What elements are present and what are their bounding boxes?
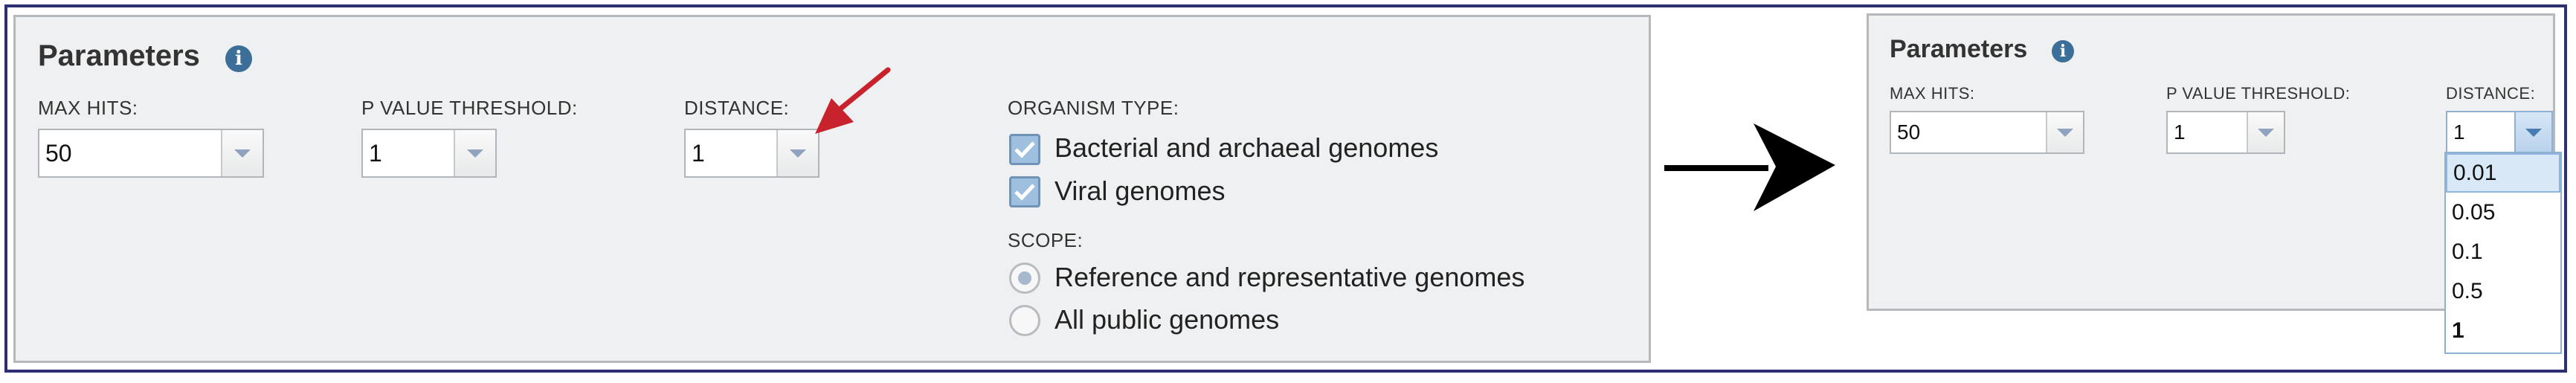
max-hits-value: 50 xyxy=(1897,120,1921,144)
max-hits-combo[interactable]: 50 xyxy=(1890,111,2084,154)
p-value-label: P VALUE THRESHOLD: xyxy=(361,97,578,119)
all-public-genomes-radio[interactable] xyxy=(1009,305,1040,336)
p-value-value: 1 xyxy=(369,139,382,167)
max-hits-value: 50 xyxy=(45,139,72,167)
distance-dropdown-trigger[interactable] xyxy=(776,130,818,176)
dropdown-option[interactable]: 1 xyxy=(2452,318,2464,343)
distance-dropdown-trigger[interactable] xyxy=(2514,112,2551,152)
checkmark-icon xyxy=(1014,184,1035,201)
max-hits-combo[interactable]: 50 xyxy=(38,129,264,178)
distance-value: 1 xyxy=(692,139,705,167)
chevron-down-icon xyxy=(790,149,806,158)
chevron-down-icon xyxy=(467,149,483,158)
distance-dropdown-list: 0.01 0.05 0.1 0.5 1 xyxy=(2444,152,2562,354)
distance-label: DISTANCE: xyxy=(684,97,790,119)
dropdown-option[interactable]: 0.05 xyxy=(2452,199,2496,225)
dropdown-option[interactable]: 0.5 xyxy=(2452,278,2483,303)
reference-genomes-radio[interactable] xyxy=(1009,263,1040,294)
panel-title: Parameters xyxy=(1890,35,2028,63)
p-value-label: P VALUE THRESHOLD: xyxy=(2166,84,2351,103)
organism-type-label: ORGANISM TYPE: xyxy=(1008,97,1179,119)
p-value-dropdown-trigger[interactable] xyxy=(454,130,495,176)
info-icon[interactable]: i xyxy=(225,45,252,72)
chevron-down-icon xyxy=(2057,128,2073,137)
p-value-combo[interactable]: 1 xyxy=(361,129,497,178)
parameters-panel-left: Parameters i MAX HITS: 50 P VALUE THRESH… xyxy=(13,15,1651,363)
dropdown-option[interactable]: 0.01 xyxy=(2446,153,2560,193)
all-public-genomes-option-label: All public genomes xyxy=(1054,304,1280,335)
p-value-value: 1 xyxy=(2174,120,2186,144)
chevron-down-icon xyxy=(2258,128,2274,137)
distance-label: DISTANCE: xyxy=(2446,84,2536,103)
checkmark-icon xyxy=(1014,141,1035,158)
dropdown-option[interactable]: 0.1 xyxy=(2452,239,2483,264)
distance-combo[interactable]: 1 xyxy=(684,129,820,178)
bacterial-archaeal-option-label: Bacterial and archaeal genomes xyxy=(1054,132,1439,163)
viral-genomes-checkbox[interactable] xyxy=(1009,176,1040,207)
distance-combo[interactable]: 1 xyxy=(2446,111,2553,154)
distance-value: 1 xyxy=(2453,120,2465,144)
max-hits-dropdown-trigger[interactable] xyxy=(221,130,263,176)
bacterial-archaeal-checkbox[interactable] xyxy=(1009,134,1040,165)
chevron-down-icon xyxy=(2525,128,2542,137)
p-value-dropdown-trigger[interactable] xyxy=(2247,112,2284,152)
panel-title: Parameters xyxy=(38,39,200,72)
info-icon[interactable]: i xyxy=(2052,40,2074,62)
pointer-arrow xyxy=(815,67,891,134)
chevron-down-icon xyxy=(234,149,251,158)
max-hits-label: MAX HITS: xyxy=(1890,84,1975,103)
max-hits-dropdown-trigger[interactable] xyxy=(2046,112,2083,152)
flow-arrow xyxy=(1664,123,1835,211)
max-hits-label: MAX HITS: xyxy=(38,97,138,119)
parameters-panel-right: Parameters i MAX HITS: 50 P VALUE THRESH… xyxy=(1867,13,2555,311)
viral-genomes-option-label: Viral genomes xyxy=(1054,176,1226,206)
scope-label: SCOPE: xyxy=(1008,229,1083,251)
reference-genomes-option-label: Reference and representative genomes xyxy=(1054,262,1525,292)
p-value-combo[interactable]: 1 xyxy=(2166,111,2285,154)
